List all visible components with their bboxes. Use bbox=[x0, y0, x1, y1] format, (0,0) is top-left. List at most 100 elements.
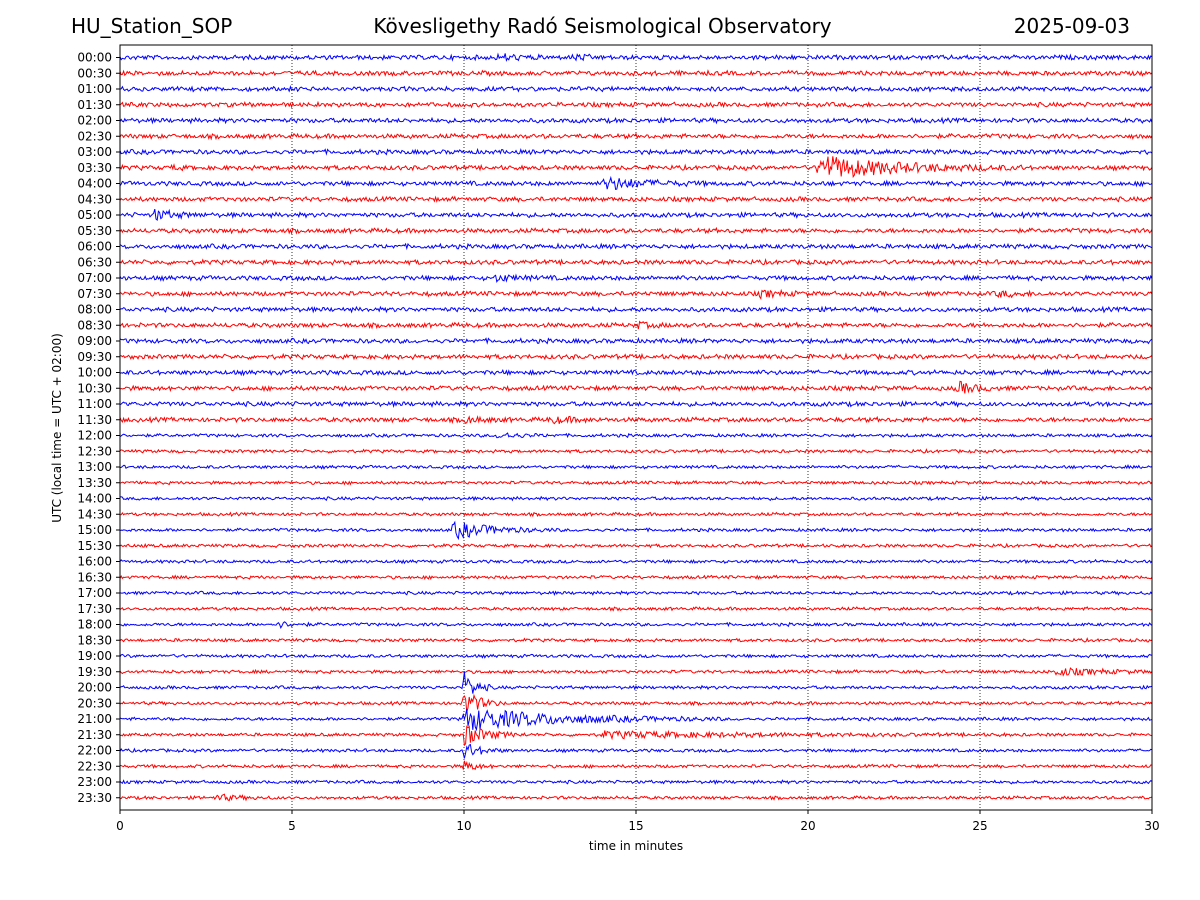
y-tick-label: 21:30 bbox=[77, 728, 112, 742]
trace-row-2030 bbox=[119, 693, 1153, 713]
y-tick-label: 05:00 bbox=[77, 208, 112, 222]
trace-row-1400 bbox=[119, 495, 1153, 502]
trace-row-2230 bbox=[119, 760, 1153, 771]
y-tick-label: 15:30 bbox=[77, 539, 112, 553]
station-name: HU_Station_SOP bbox=[71, 14, 233, 38]
y-tick-label: 08:30 bbox=[77, 318, 112, 332]
trace-row-2130 bbox=[119, 725, 1153, 747]
y-tick-label: 11:00 bbox=[77, 397, 112, 411]
trace-row-1430 bbox=[119, 511, 1153, 518]
y-tick-label: 06:30 bbox=[77, 255, 112, 269]
trace-row-1530 bbox=[119, 542, 1153, 549]
trace-row-1930 bbox=[119, 667, 1153, 677]
trace-row-0300 bbox=[119, 147, 1153, 156]
trace-row-1630 bbox=[119, 574, 1153, 581]
y-tick-label: 00:00 bbox=[77, 51, 112, 65]
y-tick-label: 14:30 bbox=[77, 507, 112, 521]
y-tick-label: 23:30 bbox=[77, 791, 112, 805]
y-tick-label: 02:30 bbox=[77, 129, 112, 143]
y-tick-label: 19:30 bbox=[77, 665, 112, 679]
trace-row-0330 bbox=[119, 156, 1153, 179]
trace-row-1230 bbox=[119, 448, 1153, 454]
trace-row-1200 bbox=[119, 432, 1153, 439]
y-tick-label: 06:00 bbox=[77, 240, 112, 254]
y-tick-label: 04:30 bbox=[77, 192, 112, 206]
y-axis-label: UTC (local time = UTC + 02:00) bbox=[50, 333, 64, 523]
y-tick-label: 21:00 bbox=[77, 712, 112, 726]
y-tick-label: 17:00 bbox=[77, 586, 112, 600]
trace-row-1330 bbox=[119, 480, 1153, 486]
y-tick-label: 01:00 bbox=[77, 82, 112, 96]
y-tick-label: 05:30 bbox=[77, 224, 112, 238]
y-tick-label: 02:00 bbox=[77, 114, 112, 128]
x-tick-label: 25 bbox=[972, 819, 987, 833]
trace-row-0730 bbox=[119, 288, 1153, 300]
y-tick-label: 16:30 bbox=[77, 570, 112, 584]
y-tick-label: 04:00 bbox=[77, 177, 112, 191]
y-tick-label: 17:30 bbox=[77, 602, 112, 616]
y-tick-label: 07:30 bbox=[77, 287, 112, 301]
y-tick-label: 12:30 bbox=[77, 444, 112, 458]
y-tick-label: 07:00 bbox=[77, 271, 112, 285]
trace-row-0800 bbox=[119, 305, 1153, 314]
trace-row-0200 bbox=[119, 116, 1153, 125]
y-tick-label: 19:00 bbox=[77, 649, 112, 663]
trace-row-1130 bbox=[119, 415, 1153, 425]
trace-row-0130 bbox=[119, 100, 1153, 109]
trace-row-0530 bbox=[119, 226, 1153, 236]
trace-row-2200 bbox=[119, 743, 1153, 759]
trace-row-0430 bbox=[119, 195, 1153, 203]
x-tick-label: 5 bbox=[288, 819, 296, 833]
y-tick-label: 13:30 bbox=[77, 476, 112, 490]
x-tick-label: 15 bbox=[628, 819, 643, 833]
trace-row-0030 bbox=[119, 69, 1153, 78]
x-axis-ticks: 0 5 10 15 20 25 30 bbox=[116, 810, 1160, 833]
seismic-traces bbox=[119, 52, 1153, 802]
trace-row-0000 bbox=[119, 52, 1153, 62]
record-date: 2025-09-03 bbox=[1013, 14, 1130, 38]
trace-row-0230 bbox=[119, 132, 1153, 141]
x-tick-label: 30 bbox=[1144, 819, 1159, 833]
y-tick-label: 15:00 bbox=[77, 523, 112, 537]
y-tick-label: 22:30 bbox=[77, 759, 112, 773]
y-tick-label: 22:00 bbox=[77, 744, 112, 758]
chart-title: Kövesligethy Radó Seismological Observat… bbox=[373, 14, 832, 38]
trace-row-1500 bbox=[119, 520, 1153, 541]
x-tick-label: 10 bbox=[456, 819, 471, 833]
trace-row-1800 bbox=[120, 621, 1153, 629]
trace-row-1600 bbox=[119, 558, 1153, 565]
trace-row-2100 bbox=[119, 708, 1153, 732]
y-tick-label: 13:00 bbox=[77, 460, 112, 474]
y-tick-label: 10:30 bbox=[77, 381, 112, 395]
y-tick-label: 12:00 bbox=[77, 429, 112, 443]
trace-row-1700 bbox=[119, 590, 1153, 596]
trace-row-1300 bbox=[119, 464, 1153, 470]
y-tick-label: 23:00 bbox=[77, 775, 112, 789]
trace-row-1100 bbox=[119, 400, 1153, 408]
x-tick-label: 0 bbox=[116, 819, 124, 833]
trace-row-2330 bbox=[119, 793, 1153, 802]
y-tick-label: 01:30 bbox=[77, 98, 112, 112]
trace-row-1900 bbox=[119, 653, 1152, 659]
y-tick-label: 20:30 bbox=[77, 696, 112, 710]
y-tick-label: 18:30 bbox=[77, 633, 112, 647]
y-tick-label: 16:00 bbox=[77, 555, 112, 569]
vertical-gridlines bbox=[291, 45, 981, 810]
trace-row-1830 bbox=[119, 637, 1153, 643]
trace-row-0400 bbox=[119, 175, 1153, 191]
y-tick-label: 03:00 bbox=[77, 145, 112, 159]
trace-row-0630 bbox=[119, 257, 1153, 267]
y-tick-label: 14:00 bbox=[77, 492, 112, 506]
trace-row-0930 bbox=[119, 352, 1153, 361]
trace-row-2300 bbox=[119, 779, 1153, 785]
trace-row-1730 bbox=[119, 606, 1153, 612]
trace-row-0600 bbox=[119, 242, 1153, 251]
trace-row-1000 bbox=[119, 368, 1153, 377]
x-tick-label: 20 bbox=[800, 819, 815, 833]
y-tick-label: 11:30 bbox=[77, 413, 112, 427]
y-tick-label: 08:00 bbox=[77, 303, 112, 317]
trace-row-0830 bbox=[119, 320, 1153, 331]
y-tick-label: 18:00 bbox=[77, 618, 112, 632]
y-tick-label: 20:00 bbox=[77, 681, 112, 695]
